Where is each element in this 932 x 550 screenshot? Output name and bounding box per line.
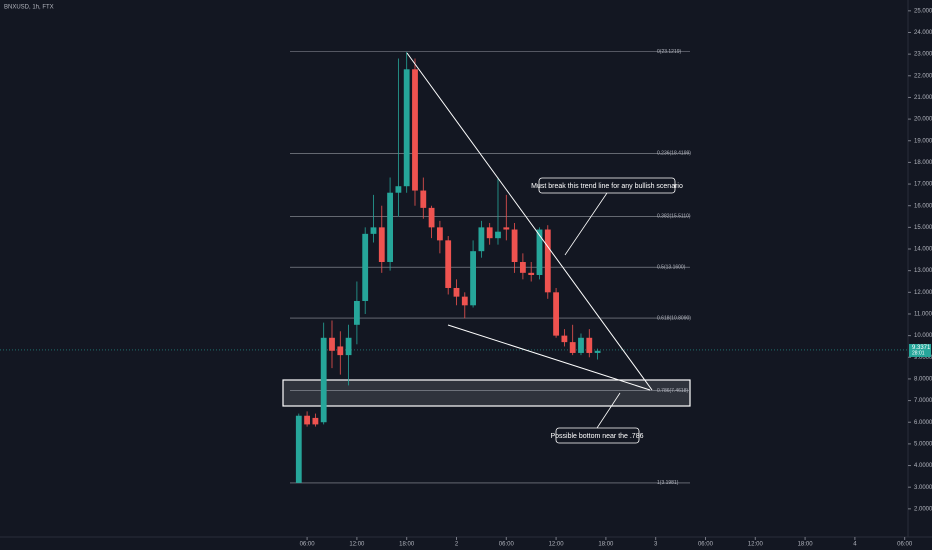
y-tick-label: 21.0000 [914, 95, 932, 101]
y-tick-label: 5.0000 [914, 441, 932, 447]
candle-body [312, 417, 319, 425]
y-tick-label: 11.0000 [914, 312, 932, 318]
candle-body [378, 227, 385, 263]
callout-text: Possible bottom near the .786 [550, 433, 643, 440]
x-tick-label: 12:00 [748, 542, 764, 548]
support-zone [282, 379, 691, 407]
candle-body [412, 69, 418, 191]
y-tick-label: 9.0000 [914, 355, 932, 361]
candle-body [362, 233, 369, 301]
y-tick-label: 16.0000 [914, 203, 932, 209]
trend-line [447, 324, 651, 391]
y-tick-label: 14.0000 [914, 247, 932, 253]
candle-body [337, 346, 344, 356]
trend-line [406, 52, 653, 391]
candle-body [486, 227, 493, 239]
x-tick-label: 18:00 [798, 542, 814, 548]
candle-body [420, 190, 427, 208]
candle-body [578, 337, 584, 353]
x-tick-label: 18:00 [598, 542, 614, 548]
candle-body [304, 415, 310, 425]
y-tick-label: 17.0000 [914, 182, 932, 188]
candle-body [387, 192, 393, 263]
countdown-label: 28:01 [912, 350, 925, 356]
callout-pointer [596, 392, 621, 429]
y-tick-label: 2.0000 [914, 506, 932, 512]
candle-body [436, 227, 443, 241]
fib-label: 0(23.1219) [657, 49, 682, 55]
candle-body [553, 292, 559, 336]
candle-body [594, 350, 601, 353]
fib-label: 0.786(7.4618) [657, 388, 688, 394]
candle-body [586, 337, 593, 353]
y-tick-label: 23.0000 [914, 52, 932, 58]
fib-label: 0.382(15.5110) [657, 214, 691, 220]
candle-body [478, 227, 485, 252]
candle-body [445, 240, 452, 288]
candle-body [428, 207, 435, 228]
candle-body [495, 231, 501, 239]
candle-body [295, 415, 302, 483]
x-tick-label: 4 [853, 542, 857, 548]
y-tick-label: 24.0000 [914, 30, 932, 36]
candle-body [544, 229, 551, 293]
x-tick-label: 3 [654, 542, 658, 548]
x-tick-label: 2 [455, 542, 459, 548]
fib-label: 1(3.1981) [657, 480, 679, 486]
y-tick-label: 8.0000 [914, 377, 932, 383]
callout-box [555, 427, 640, 444]
candle-body [329, 337, 335, 351]
y-tick-label: 25.0000 [914, 8, 932, 14]
candle-body [453, 287, 460, 297]
candle-body [320, 337, 327, 423]
fib-label: 0.618(10.8090) [657, 315, 691, 321]
x-tick-label: 06:00 [300, 542, 316, 548]
candle-body [536, 229, 543, 275]
y-tick-label: 4.0000 [914, 463, 932, 469]
x-tick-label: 06:00 [499, 542, 515, 548]
candle-body [528, 272, 535, 275]
x-tick-label: 06:00 [698, 542, 714, 548]
y-tick-label: 3.0000 [914, 485, 932, 491]
x-tick-label: 12:00 [349, 542, 365, 548]
last-price-label: 9.3371 [912, 345, 931, 351]
y-tick-label: 22.0000 [914, 73, 932, 79]
callout-text: Must break this trend line for any bulli… [531, 183, 683, 190]
candle-body [503, 227, 510, 230]
x-tick-label: 06:00 [897, 542, 913, 548]
candle-body [395, 186, 402, 193]
last-price-badge [909, 343, 931, 357]
y-tick-label: 12.0000 [914, 290, 932, 296]
x-tick-label: 18:00 [399, 542, 415, 548]
y-tick-label: 13.0000 [914, 268, 932, 274]
callout-pointer [564, 192, 608, 256]
x-tick-label: 12:00 [549, 542, 565, 548]
candle-body [353, 300, 360, 325]
candle-body [511, 229, 518, 263]
candle-body [569, 342, 576, 353]
y-tick-label: 10.0000 [914, 333, 932, 339]
plot: 2.0000 3.0000 4.0000 5.0000 6.0000 7.0000 8.00… [0, 8, 932, 548]
candle-body [561, 335, 568, 343]
candle-body [345, 337, 352, 356]
chart-title: BNXUSD, 1h, FTX [4, 5, 54, 11]
y-tick-label: 15.0000 [914, 225, 932, 231]
y-tick-label: 19.0000 [914, 138, 932, 144]
y-tick-label: 7.0000 [914, 398, 932, 404]
candle-body [370, 227, 377, 234]
candle-body [519, 262, 526, 273]
candle-body [470, 251, 476, 306]
y-tick-label: 18.0000 [914, 160, 932, 166]
callout-box [538, 177, 676, 194]
fib-label: 0.5(13.1600) [657, 265, 686, 271]
fib-label: 0.236(18.4199) [657, 151, 691, 157]
y-tick-label: 20.0000 [914, 117, 932, 123]
y-tick-label: 6.0000 [914, 420, 932, 426]
candle-body [403, 69, 410, 187]
candle-body [461, 296, 468, 306]
